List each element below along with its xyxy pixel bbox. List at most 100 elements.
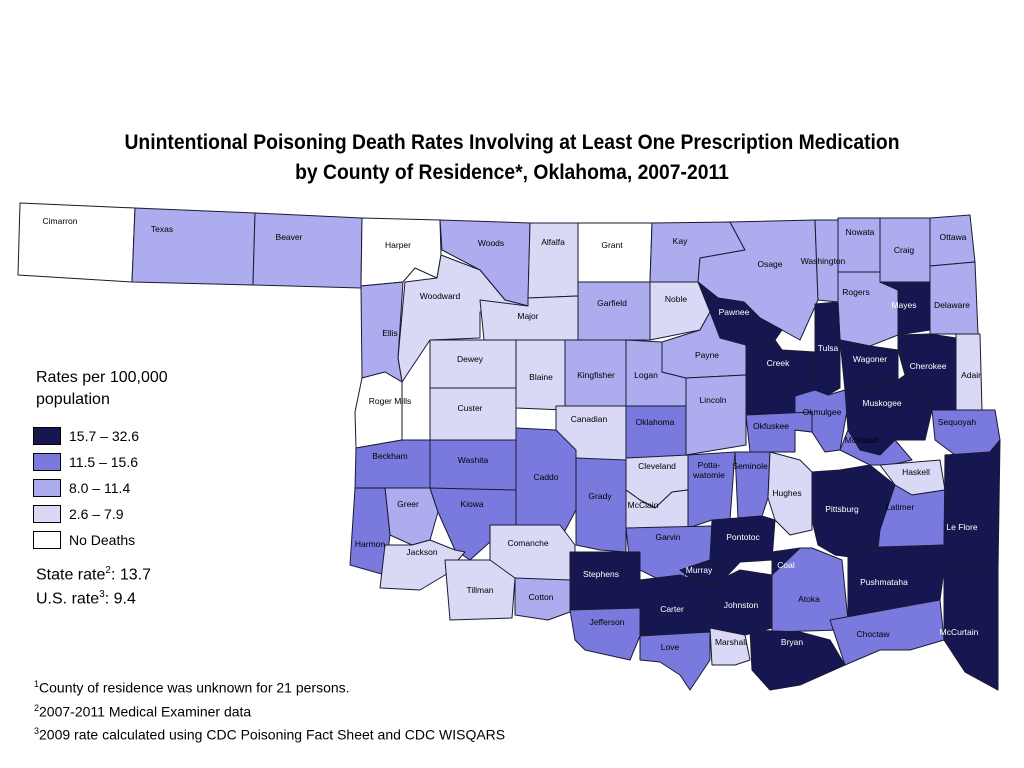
county-label-pushmataha: Pushmataha xyxy=(860,577,908,587)
legend-item: No Deaths xyxy=(33,527,139,553)
map-title: Unintentional Poisoning Death Rates Invo… xyxy=(41,128,983,188)
county-label-blaine: Blaine xyxy=(529,372,553,382)
county-label-caddo: Caddo xyxy=(533,472,558,482)
county-label-lincoln: Lincoln xyxy=(700,395,727,405)
footnote-3-text: 2009 rate calculated using CDC Poisoning… xyxy=(39,726,506,743)
county-cimarron xyxy=(17,202,136,283)
county-cotton xyxy=(514,577,571,621)
county-label-carter: Carter xyxy=(660,604,684,614)
county-label-jefferson: Jefferson xyxy=(590,617,625,627)
footnote-2-marker: 2 xyxy=(34,702,40,713)
county-label-noble: Noble xyxy=(665,294,687,304)
county-label-stephens: Stephens xyxy=(583,569,619,579)
county-label-creek: Creek xyxy=(767,358,790,368)
county-label-tillman: Tillman xyxy=(466,585,493,595)
county-label-craig: Craig xyxy=(894,245,915,255)
county-bryan xyxy=(749,629,846,691)
county-lincoln xyxy=(685,374,747,456)
county-mayes xyxy=(879,281,931,336)
county-label-nowata: Nowata xyxy=(846,227,875,237)
county-oklahoma xyxy=(625,405,687,459)
county-label-mcclain: McClain xyxy=(628,500,659,510)
legend-swatch xyxy=(33,427,61,445)
county-label-le-flore: Le Flore xyxy=(946,522,977,532)
county-label-greer: Greer xyxy=(397,499,419,509)
county-label-pittsburg: Pittsburg xyxy=(825,504,859,514)
county-label-cimarron: Cimarron xyxy=(43,216,78,226)
county-label-cotton: Cotton xyxy=(528,592,553,602)
legend-swatch xyxy=(33,479,61,497)
county-jefferson xyxy=(569,607,641,661)
county-label-woods: Woods xyxy=(478,238,504,248)
footnote-1: 1County of residence was unknown for 21 … xyxy=(34,674,505,698)
county-label-washington: Washington xyxy=(801,256,846,266)
county-beaver xyxy=(252,212,363,289)
legend-title-line1: Rates per 100,000 xyxy=(36,369,168,386)
legend-label: 15.7 – 32.6 xyxy=(69,428,140,444)
state-rate-label: State rate xyxy=(36,566,106,584)
county-label-coal: Coal xyxy=(777,560,795,570)
county-label-garfield: Garfield xyxy=(597,298,627,308)
county-harper xyxy=(360,217,442,287)
county-label-beckham: Beckham xyxy=(372,451,407,461)
county-tillman xyxy=(444,559,516,621)
county-label-rogers: Rogers xyxy=(842,287,869,297)
legend-title-line2: population xyxy=(36,391,110,408)
county-label-kiowa: Kiowa xyxy=(460,499,483,509)
county-caddo xyxy=(515,427,577,541)
footnote-3: 32009 rate calculated using CDC Poisonin… xyxy=(34,721,505,745)
county-beckham xyxy=(354,439,431,489)
county-love xyxy=(639,631,711,691)
county-label-murray: Murray xyxy=(686,565,713,575)
county-label-wagoner: Wagoner xyxy=(853,354,887,364)
county-label-woodward: Woodward xyxy=(420,291,461,301)
county-stephens xyxy=(569,551,641,611)
county-greer xyxy=(384,487,439,546)
county-label-cherokee: Cherokee xyxy=(910,361,947,371)
county-label-ellis: Ellis xyxy=(382,328,398,338)
county-marshall xyxy=(709,627,751,666)
footnote-2-text: 2007-2011 Medical Examiner data xyxy=(39,703,252,720)
county-delaware xyxy=(929,261,979,335)
county-label-hughes: Hughes xyxy=(772,488,801,498)
legend-title: Rates per 100,000 population xyxy=(36,367,206,411)
legend-label: 8.0 – 11.4 xyxy=(69,480,131,496)
legend-item: 11.5 – 15.6 xyxy=(33,449,139,475)
state-rate-footnote-ref: 2 xyxy=(105,565,111,576)
county-label-oklahoma: Oklahoma xyxy=(636,417,675,427)
county-label-muskogee: Muskogee xyxy=(862,398,901,408)
county-pushmataha xyxy=(847,544,945,619)
county-mcintosh xyxy=(839,429,913,466)
county-label-mayes: Mayes xyxy=(891,300,916,310)
county-label-johnston: Johnston xyxy=(724,600,759,610)
footnote-2: 22007-2011 Medical Examiner data xyxy=(34,698,505,722)
map-title-line1: Unintentional Poisoning Death Rates Invo… xyxy=(124,131,900,154)
county-label-mcintosh: McIntosh xyxy=(845,435,880,445)
county-label-payne: Payne xyxy=(695,350,719,360)
county-label-sequoyah: Sequoyah xyxy=(938,417,977,427)
county-label-garvin: Garvin xyxy=(655,532,680,542)
county-label-grady: Grady xyxy=(588,491,612,501)
county-jackson xyxy=(379,539,466,591)
county-label-harper: Harper xyxy=(385,240,411,250)
county-label-kay: Kay xyxy=(673,236,688,246)
footnotes: 1County of residence was unknown for 21 … xyxy=(34,674,505,745)
county-label-texas: Texas xyxy=(151,224,173,234)
county-label-tulsa: Tulsa xyxy=(818,343,839,353)
legend-swatch xyxy=(33,531,61,549)
county-label-canadian: Canadian xyxy=(571,414,608,424)
county-label-roger-mills: Roger Mills xyxy=(369,396,412,406)
county-custer xyxy=(429,387,517,441)
legend-item: 8.0 – 11.4 xyxy=(33,475,139,501)
county-label-okfuskee: Okfuskee xyxy=(753,421,789,431)
county-label-latimer: Latimer xyxy=(886,502,915,512)
legend-item: 15.7 – 32.6 xyxy=(33,423,139,449)
legend-swatch xyxy=(33,505,61,523)
county-le-flore xyxy=(943,439,1001,571)
county-label-haskell: Haskell xyxy=(902,467,930,477)
county-label-pontotoc: Pontotoc xyxy=(726,532,760,542)
county-label-mccurtain: McCurtain xyxy=(940,627,979,637)
county-label-potta-watomie: Potta-watomie xyxy=(692,460,725,480)
county-hughes xyxy=(767,451,813,536)
